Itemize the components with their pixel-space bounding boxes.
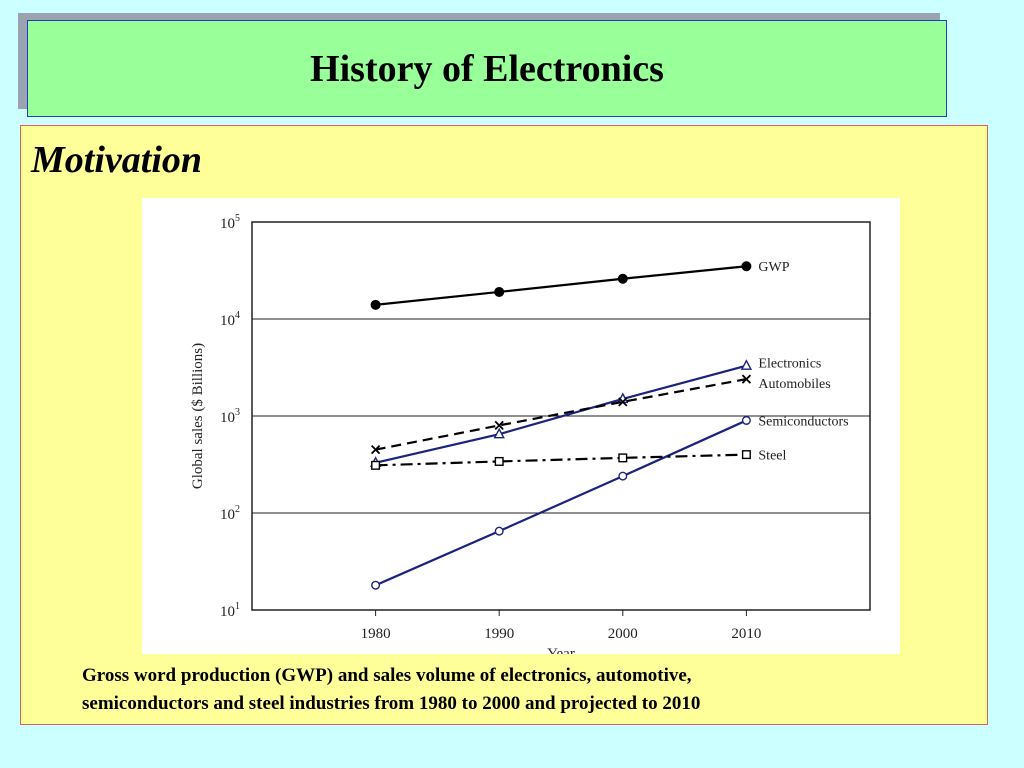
y-tick-label-100000: 105 <box>220 213 240 232</box>
series-label-automobiles: Automobiles <box>758 377 830 392</box>
caption-line-2: semiconductors and steel industries from… <box>82 693 701 714</box>
y-tick-label-100: 102 <box>220 504 240 523</box>
data-point-semiconductors-2000 <box>618 471 628 481</box>
series-label-electronics: Electronics <box>758 357 821 372</box>
x-tick-label-2010: 2010 <box>731 626 761 642</box>
x-axis-label: Year <box>547 646 575 654</box>
title-banner: History of Electronics <box>27 20 947 117</box>
x-tick-label-2000: 2000 <box>608 626 638 642</box>
data-point-automobiles-1990 <box>494 420 504 431</box>
series-line-electronics <box>375 364 747 464</box>
data-point-semiconductors-2010 <box>741 415 751 425</box>
data-point-gwp-1980 <box>370 299 381 310</box>
y-tick-label-10: 101 <box>220 601 240 620</box>
series-line-steel <box>375 453 747 467</box>
series-line-semiconductors <box>375 419 747 587</box>
chart-container: 101 102 103 104 105 1980 1990 2000 2010 Year Globa… <box>142 198 900 654</box>
data-point-electronics-1990 <box>493 427 505 439</box>
figure-caption: Gross word production (GWP) and sales vo… <box>82 662 962 718</box>
data-point-gwp-2000 <box>617 273 628 284</box>
data-point-gwp-1990 <box>494 286 505 297</box>
data-point-automobiles-2000 <box>618 397 628 407</box>
data-point-steel-1990 <box>494 456 504 466</box>
slide-title: History of Electronics <box>310 47 664 90</box>
data-point-steel-2000 <box>618 453 628 463</box>
slide-subtitle: Motivation <box>31 139 203 181</box>
x-tick-label-1980: 1980 <box>361 626 391 642</box>
y-axis-label: Global sales ($ Billions) <box>190 343 206 489</box>
data-point-semiconductors-1980 <box>371 580 381 590</box>
data-point-automobiles-2010 <box>741 374 752 384</box>
data-point-steel-1980 <box>371 460 381 470</box>
x-tick-label-1990: 1990 <box>484 626 514 642</box>
data-point-semiconductors-1990 <box>494 526 504 536</box>
y-tick-label-10000: 104 <box>220 310 240 329</box>
sales-line-chart: 101 102 103 104 105 1980 1990 2000 2010 Year Globa… <box>190 213 871 654</box>
series-label-steel: Steel <box>758 449 786 464</box>
y-tick-label-1000: 103 <box>220 407 240 426</box>
series-label-gwp: GWP <box>758 260 789 275</box>
caption-line-1: Gross word production (GWP) and sales vo… <box>82 665 692 686</box>
data-point-gwp-2010 <box>741 261 752 272</box>
data-point-automobiles-1980 <box>370 445 381 455</box>
series-line-automobiles <box>375 378 747 451</box>
series-label-semiconductors: Semiconductors <box>758 414 848 429</box>
data-point-electronics-2010 <box>740 359 753 370</box>
series-line-gwp <box>375 265 747 306</box>
data-point-steel-2010 <box>741 450 751 460</box>
